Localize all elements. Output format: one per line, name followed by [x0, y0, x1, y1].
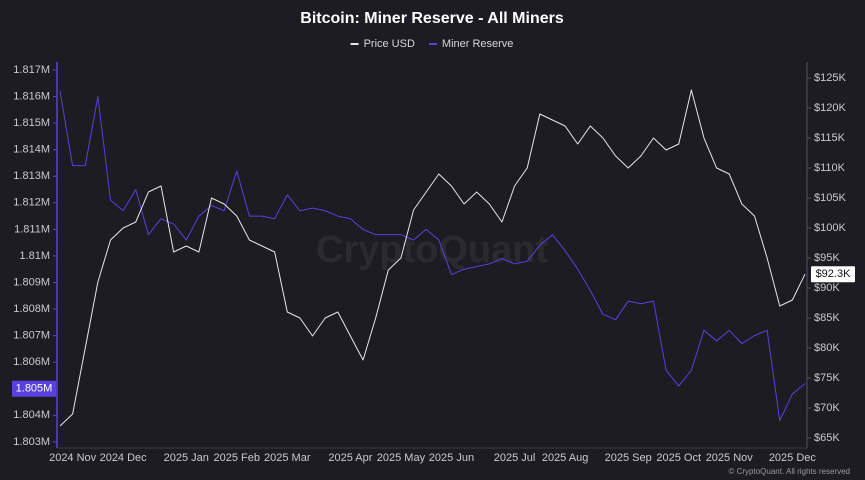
x-tick-label: 2025 Nov [706, 452, 754, 464]
y2-tick-label: $85K [814, 312, 840, 324]
y2-tick-label: $105K [814, 192, 846, 204]
y-tick-label: 1.807M [13, 330, 50, 342]
x-tick-label: 2025 Jun [429, 452, 474, 464]
x-tick-label: 2025 Feb [214, 452, 260, 464]
y2-tick-label: $80K [814, 342, 840, 354]
y2-tick-label: $90K [814, 282, 840, 294]
x-tick-label: 2024 Dec [100, 452, 148, 464]
y-tick-label: 1.817M [13, 64, 50, 76]
y-tick-label: 1.806M [13, 356, 50, 368]
current-value-box [12, 380, 56, 397]
y2-tick-label: $95K [814, 252, 840, 264]
y-tick-label: 1.813M [13, 170, 50, 182]
x-tick-label: 2024 Nov [49, 452, 97, 464]
x-tick-label: 2025 Oct [656, 452, 701, 464]
series-line [59, 89, 806, 427]
legend-label: Miner Reserve [442, 38, 514, 50]
current-value-label: 1.805M [16, 383, 53, 395]
current-value: 1.805M [12, 380, 56, 397]
chart-title: Bitcoin: Miner Reserve - All Miners [300, 10, 564, 27]
y-tick-label: 1.808M [13, 303, 50, 315]
legend-label: Price USD [364, 38, 415, 50]
x-tick-label: 2025 Aug [542, 452, 589, 464]
y2-tick-label: $120K [814, 102, 846, 114]
y2-tick-label: $125K [814, 72, 846, 84]
y2-tick-label: $110K [814, 162, 846, 174]
x-tick-label: 2025 Mar [264, 452, 311, 464]
x-tick-label: 2025 Jan [164, 452, 209, 464]
current-value: $92.3K [811, 266, 855, 283]
y2-tick-label: $115K [814, 132, 846, 144]
x-tick-label: 2025 Jul [494, 452, 536, 464]
y2-tick-label: $65K [814, 432, 840, 444]
x-tick-label: 2025 Apr [328, 452, 372, 464]
x-tick-label: 2025 Sep [605, 452, 652, 464]
y-tick-label: 1.804M [13, 409, 50, 421]
y-tick-label: 1.814M [13, 144, 50, 156]
series-line [59, 91, 806, 422]
y2-tick-label: $100K [814, 222, 846, 234]
y-tick-label: 1.81M [19, 250, 50, 262]
x-tick-label: 2025 Dec [769, 452, 817, 464]
watermark: CryptoQuant [316, 229, 549, 271]
x-tick-label: 2025 May [377, 452, 426, 464]
y-tick-label: 1.815M [13, 117, 50, 129]
y-tick-label: 1.803M [13, 436, 50, 448]
y-tick-label: 1.809M [13, 276, 50, 288]
y-tick-label: 1.812M [13, 197, 50, 209]
current-value-box [811, 266, 855, 283]
legend: Price USD Miner Reserve [350, 38, 514, 50]
y2-tick-label: $70K [814, 402, 840, 414]
current-value-label: $92.3K [816, 268, 852, 280]
y-tick-label: 1.816M [13, 90, 50, 102]
y2-tick-label: $75K [814, 372, 840, 384]
y-tick-label: 1.811M [14, 223, 50, 235]
footer: © CryptoQuant. All rights reserved [729, 467, 851, 476]
